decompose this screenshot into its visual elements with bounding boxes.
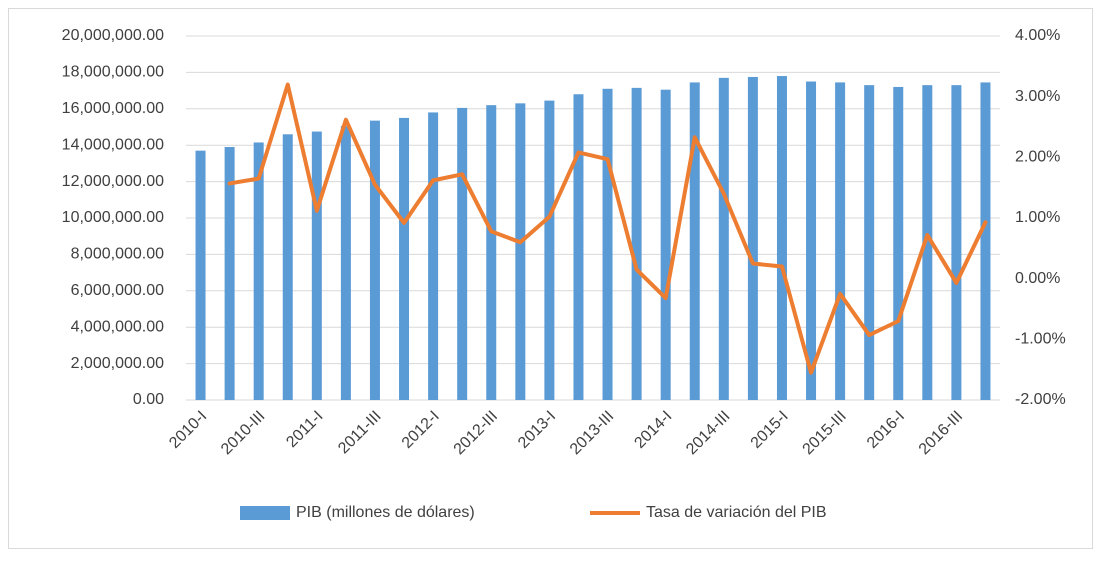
y-tick-label: 10,000,000.00: [62, 209, 164, 226]
y-tick-label: 12,000,000.00: [62, 173, 164, 190]
y-tick-label: 4,000,000.00: [71, 318, 165, 335]
y2-tick-label: -2.00%: [1015, 391, 1066, 408]
bar: [835, 82, 846, 400]
bar: [486, 105, 497, 400]
bar: [399, 117, 410, 401]
y2-tick-label: 2.00%: [1015, 149, 1060, 166]
bar: [282, 134, 293, 400]
bar: [369, 120, 380, 400]
y2-tick-label: 1.00%: [1015, 209, 1060, 226]
bar: [457, 107, 468, 400]
legend-swatch: [240, 506, 290, 520]
y-tick-label: 18,000,000.00: [62, 64, 164, 81]
y-tick-label: 0.00: [133, 391, 164, 408]
y-tick-label: 6,000,000.00: [71, 282, 165, 299]
bar: [660, 89, 671, 400]
bar: [776, 76, 787, 400]
legend-label: Tasa de variación del PIB: [646, 504, 827, 521]
bar: [195, 150, 206, 400]
y2-tick-label: -1.00%: [1015, 331, 1066, 348]
y2-tick-label: 0.00%: [1015, 270, 1060, 287]
bar: [951, 85, 962, 400]
bar: [311, 131, 322, 401]
bar: [718, 77, 729, 401]
bar: [544, 100, 555, 401]
bar: [253, 142, 264, 400]
y2-tick-label: 3.00%: [1015, 88, 1060, 105]
bar: [747, 76, 758, 400]
bar: [573, 94, 584, 401]
bar: [893, 86, 904, 401]
legend-label: PIB (millones de dólares): [296, 504, 475, 521]
bar: [602, 88, 613, 400]
line: [227, 82, 988, 375]
bar: [515, 103, 526, 400]
bar: [340, 126, 351, 400]
y2-tick-label: 4.00%: [1015, 27, 1060, 44]
bar: [689, 82, 700, 400]
y-tick-label: 2,000,000.00: [71, 355, 165, 372]
bar: [428, 112, 439, 400]
bar: [864, 85, 875, 400]
bar: [980, 82, 991, 400]
y-tick-label: 16,000,000.00: [62, 100, 164, 117]
bar: [922, 85, 933, 400]
bar: [806, 81, 817, 400]
y-tick-label: 8,000,000.00: [71, 246, 165, 263]
y-tick-label: 14,000,000.00: [62, 136, 164, 153]
bar: [631, 87, 642, 401]
y-tick-label: 20,000,000.00: [62, 27, 164, 44]
bar: [224, 147, 235, 400]
